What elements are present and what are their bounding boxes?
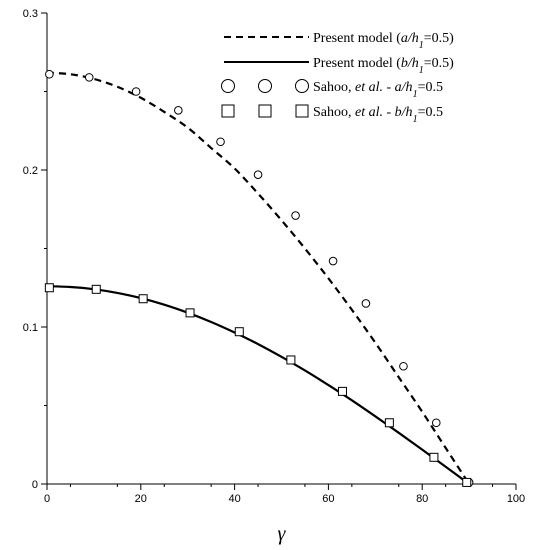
- data-point-circle: [174, 106, 183, 115]
- data-point-circle: [131, 87, 141, 96]
- data-point-square: [429, 452, 439, 462]
- x-tick-label: 80: [416, 493, 428, 505]
- data-point-square: [138, 294, 148, 304]
- x-axis-label: γ: [278, 523, 287, 545]
- legend-swatch-circle: [258, 79, 272, 93]
- data-point-square: [91, 284, 101, 294]
- data-point-square: [44, 283, 54, 293]
- data-point-circle: [216, 137, 225, 147]
- legend-label: Sahoo, et al. - a/h1=0.5: [313, 80, 443, 100]
- data-point-square: [286, 355, 296, 365]
- legend-swatch-square: [221, 104, 235, 118]
- legend-item: Sahoo, et al. - a/h1=0.5: [221, 79, 443, 100]
- x-tick-label: 100: [507, 493, 525, 505]
- series-line-present-model-a: [46, 71, 471, 485]
- data-point-square: [337, 386, 347, 396]
- legend-label: Sahoo, et al. - b/h1=0.5: [313, 105, 443, 125]
- legend-label: Present model (b/h1=0.5): [313, 56, 454, 76]
- data-point-circle: [45, 69, 54, 79]
- legend-label: Present model (a/h1=0.5): [313, 31, 454, 51]
- data-point-circle: [399, 361, 408, 371]
- legend-item: Present model (a/h1=0.5): [224, 31, 454, 51]
- x-tick-label: 40: [228, 493, 240, 505]
- y-tick-label: 0.2: [23, 165, 38, 177]
- legend-swatch-circle: [295, 79, 309, 93]
- data-point-circle: [291, 211, 300, 220]
- legend-swatch-square: [258, 104, 272, 118]
- data-point-circle: [431, 418, 441, 428]
- data-point-circle: [361, 299, 371, 308]
- x-ticks: 0 20 40 60 80 100: [44, 484, 525, 505]
- data-point-square: [185, 308, 195, 318]
- legend: Present model (a/h1=0.5) Present model (b…: [221, 31, 454, 125]
- y-tick-label: 0: [32, 479, 38, 491]
- legend-item: Sahoo, et al. - b/h1=0.5: [221, 104, 443, 125]
- data-point-circle: [328, 256, 338, 266]
- y-tick-label: 0.1: [23, 322, 38, 334]
- y-ticks: 0 0.1 0.2 0.3: [23, 8, 47, 491]
- x-tick-label: 20: [135, 493, 147, 505]
- legend-swatch-square: [295, 104, 309, 118]
- legend-item: Present model (b/h1=0.5): [224, 56, 454, 76]
- data-point-square: [234, 327, 244, 337]
- x-tick-label: 60: [322, 493, 334, 505]
- x-tick-label: 0: [44, 493, 50, 505]
- data-point-square: [384, 418, 394, 428]
- y-tick-label: 0.3: [23, 8, 38, 20]
- series-layer: [44, 69, 474, 487]
- data-point-circle: [253, 170, 263, 180]
- data-point-circle: [84, 73, 94, 82]
- plot-area: 0 20 40 60 80 100 0 0.1 0.2 0.3: [23, 8, 525, 505]
- series-line-present-model-b: [46, 285, 470, 485]
- legend-swatch-circle: [221, 79, 235, 93]
- data-point-square: [462, 477, 472, 487]
